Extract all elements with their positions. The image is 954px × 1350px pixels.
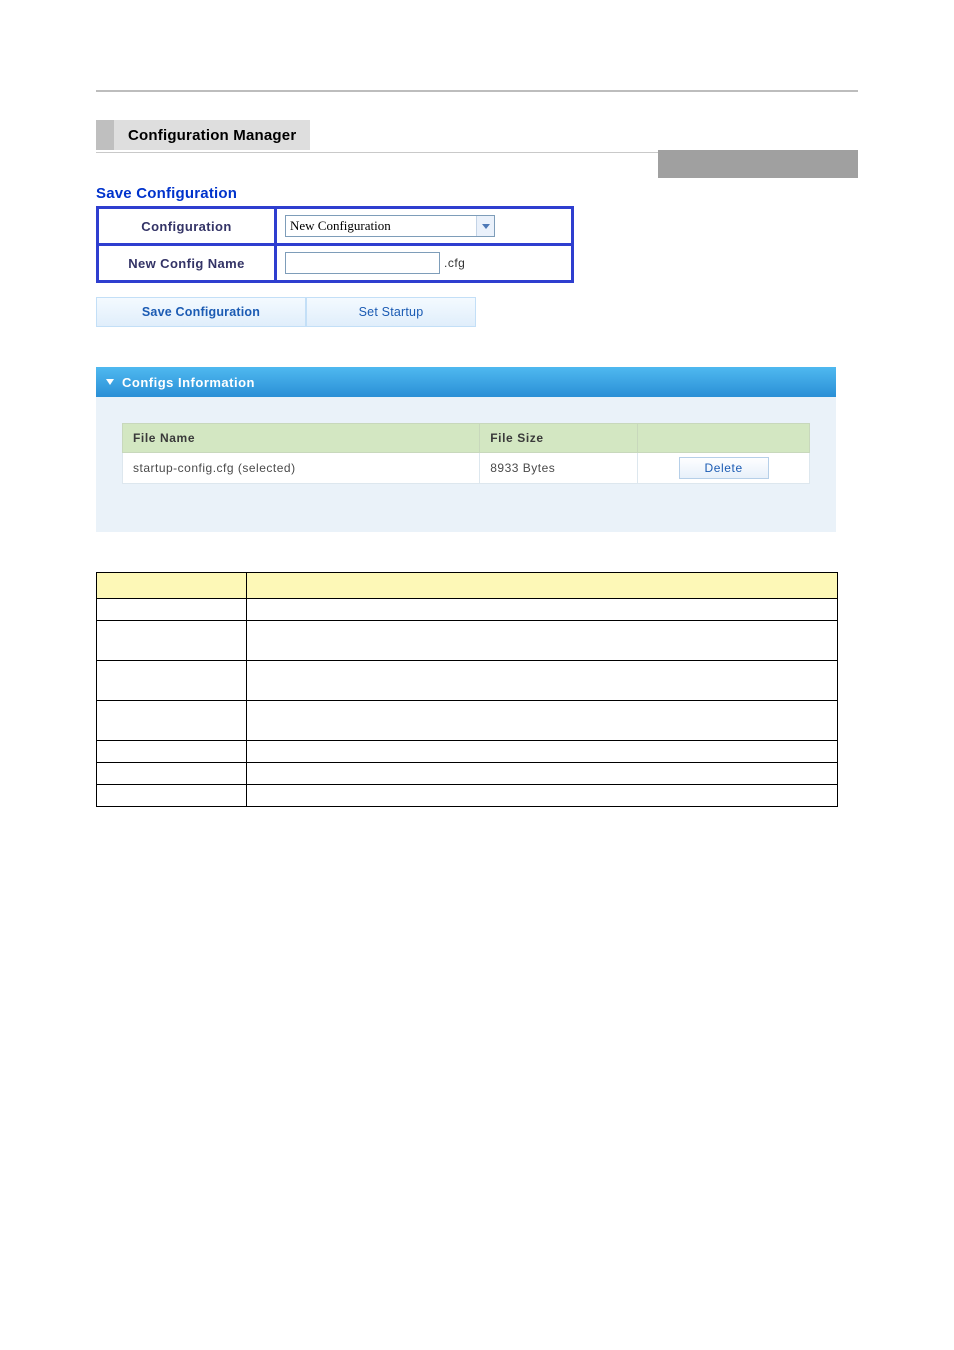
configs-information-panel: Configs Information File Name File Size … bbox=[96, 367, 836, 532]
configs-information-title: Configs Information bbox=[122, 375, 255, 390]
configuration-label: Configuration bbox=[98, 208, 276, 245]
configs-information-header[interactable]: Configs Information bbox=[96, 367, 836, 397]
cell-file-size: 8933 Bytes bbox=[480, 453, 638, 484]
desc-cell bbox=[247, 599, 838, 621]
desc-cell bbox=[97, 701, 247, 741]
new-config-name-input[interactable] bbox=[285, 252, 440, 274]
desc-cell bbox=[247, 741, 838, 763]
cell-file-name: startup-config.cfg (selected) bbox=[123, 453, 480, 484]
column-file-name: File Name bbox=[123, 424, 480, 453]
new-config-name-label: New Config Name bbox=[98, 245, 276, 282]
config-extension-label: .cfg bbox=[444, 256, 465, 270]
page-title-block: Configuration Manager bbox=[96, 120, 310, 150]
desc-cell bbox=[97, 621, 247, 661]
desc-cell bbox=[247, 763, 838, 785]
save-configuration-section: Save Configuration Configuration New Con… bbox=[96, 185, 954, 327]
header-grey-block bbox=[658, 150, 858, 178]
page-title: Configuration Manager bbox=[114, 120, 310, 150]
desc-header-right bbox=[247, 573, 838, 599]
desc-cell bbox=[247, 661, 838, 701]
set-startup-button[interactable]: Set Startup bbox=[306, 297, 476, 327]
save-configuration-table: Configuration New Configuration New Conf… bbox=[96, 206, 574, 283]
column-file-size: File Size bbox=[480, 424, 638, 453]
column-actions bbox=[638, 424, 810, 453]
desc-cell bbox=[247, 621, 838, 661]
title-accent bbox=[96, 120, 114, 150]
chevron-down-icon[interactable] bbox=[476, 216, 494, 236]
desc-cell bbox=[97, 661, 247, 701]
configuration-select[interactable]: New Configuration bbox=[285, 215, 495, 237]
configuration-select-value: New Configuration bbox=[286, 216, 476, 236]
desc-cell bbox=[247, 785, 838, 807]
configs-information-table: File Name File Size startup-config.cfg (… bbox=[122, 423, 810, 484]
desc-cell bbox=[97, 763, 247, 785]
save-configuration-heading: Save Configuration bbox=[96, 185, 954, 202]
save-buttons-row: Save Configuration Set Startup bbox=[96, 297, 954, 327]
desc-header-left bbox=[97, 573, 247, 599]
delete-button[interactable]: Delete bbox=[679, 457, 769, 479]
collapse-icon bbox=[106, 379, 114, 385]
save-configuration-button[interactable]: Save Configuration bbox=[96, 297, 306, 327]
top-divider bbox=[96, 90, 858, 92]
table-row: startup-config.cfg (selected) 8933 Bytes… bbox=[123, 453, 810, 484]
desc-cell bbox=[97, 599, 247, 621]
desc-cell bbox=[97, 785, 247, 807]
desc-cell bbox=[97, 741, 247, 763]
description-table bbox=[96, 572, 838, 807]
desc-cell bbox=[247, 701, 838, 741]
